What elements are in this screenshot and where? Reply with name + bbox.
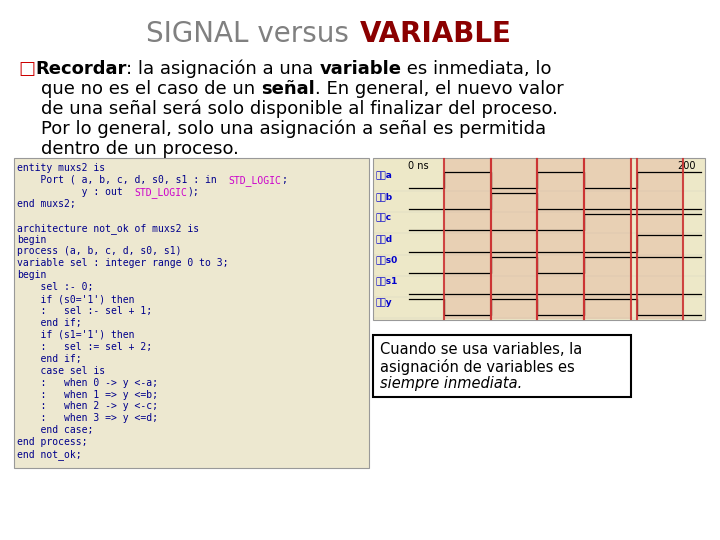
Text: architecture not_ok of muxs2 is: architecture not_ok of muxs2 is xyxy=(17,222,199,233)
Text: y : out: y : out xyxy=(17,187,135,197)
Text: ㏐㏐a: ㏐㏐a xyxy=(375,171,392,180)
Text: □: □ xyxy=(18,60,35,78)
Text: STD_LOGIC: STD_LOGIC xyxy=(228,175,282,186)
Text: :   when 0 -> y <-a;: : when 0 -> y <-a; xyxy=(17,377,158,388)
Text: if (s0='1') then: if (s0='1') then xyxy=(17,294,135,304)
Text: es inmediata, lo: es inmediata, lo xyxy=(401,60,552,78)
Text: if (s1='1') then: if (s1='1') then xyxy=(17,330,135,340)
Text: :   sel := sel + 2;: : sel := sel + 2; xyxy=(17,342,152,352)
Text: Recordar: Recordar xyxy=(35,60,127,78)
Bar xyxy=(444,159,491,319)
Text: ㏐㏐y: ㏐㏐y xyxy=(375,298,392,307)
Text: :   when 1 => y <=b;: : when 1 => y <=b; xyxy=(17,389,158,400)
Text: siempre inmediata.: siempre inmediata. xyxy=(380,376,522,391)
Bar xyxy=(14,158,369,468)
Text: señal: señal xyxy=(261,80,315,98)
Text: Cuando se usa variables, la: Cuando se usa variables, la xyxy=(380,342,582,357)
Text: ㏐㏐b: ㏐㏐b xyxy=(375,192,392,201)
Text: case sel is: case sel is xyxy=(17,366,105,376)
Text: 0 ns: 0 ns xyxy=(408,161,428,171)
Text: variable sel : integer range 0 to 3;: variable sel : integer range 0 to 3; xyxy=(17,258,228,268)
Text: begin: begin xyxy=(17,271,46,280)
Bar xyxy=(373,158,705,320)
Text: ㏐㏐c: ㏐㏐c xyxy=(375,213,391,222)
Text: que no es el caso de un: que no es el caso de un xyxy=(18,80,261,98)
Text: end muxs2;: end muxs2; xyxy=(17,199,76,209)
Text: :   sel :- sel + 1;: : sel :- sel + 1; xyxy=(17,306,152,316)
Text: end not_ok;: end not_ok; xyxy=(17,449,81,460)
Text: dentro de un proceso.: dentro de un proceso. xyxy=(18,140,239,158)
Text: :   when 3 => y <=d;: : when 3 => y <=d; xyxy=(17,414,158,423)
Text: 200: 200 xyxy=(677,161,696,171)
Bar xyxy=(636,159,683,319)
Text: asignación de variables es: asignación de variables es xyxy=(380,359,575,375)
Text: end process;: end process; xyxy=(17,437,88,447)
Bar xyxy=(584,159,631,319)
Text: begin: begin xyxy=(17,234,46,245)
Text: . En general, el nuevo valor: . En general, el nuevo valor xyxy=(315,80,563,98)
Text: Por lo general, solo una asignación a señal es permitida: Por lo general, solo una asignación a se… xyxy=(18,120,546,138)
Text: end if;: end if; xyxy=(17,318,81,328)
Text: ㏐㏐s1: ㏐㏐s1 xyxy=(375,276,397,286)
Text: variable: variable xyxy=(320,60,401,78)
Text: : la asignación a una: : la asignación a una xyxy=(127,60,320,78)
Text: );: ); xyxy=(187,187,199,197)
Text: end if;: end if; xyxy=(17,354,81,364)
Bar xyxy=(491,159,537,319)
Text: :   when 2 -> y <-c;: : when 2 -> y <-c; xyxy=(17,401,158,411)
Text: ㏐㏐d: ㏐㏐d xyxy=(375,234,392,244)
Text: Port ( a, b, c, d, s0, s1 : in: Port ( a, b, c, d, s0, s1 : in xyxy=(17,175,228,185)
Text: STD_LOGIC: STD_LOGIC xyxy=(135,187,187,198)
Text: ;: ; xyxy=(282,175,287,185)
Bar xyxy=(537,159,584,319)
Text: entity muxs2 is: entity muxs2 is xyxy=(17,163,105,173)
Text: process (a, b, c, d, s0, s1): process (a, b, c, d, s0, s1) xyxy=(17,246,181,256)
Text: VARIABLE: VARIABLE xyxy=(360,20,512,48)
Text: de una señal será solo disponible al finalizar del proceso.: de una señal será solo disponible al fin… xyxy=(18,100,558,118)
Text: end case;: end case; xyxy=(17,426,94,435)
Bar xyxy=(373,335,631,397)
Text: ㏐㏐s0: ㏐㏐s0 xyxy=(375,255,397,265)
Text: sel :- 0;: sel :- 0; xyxy=(17,282,94,292)
Text: SIGNAL versus: SIGNAL versus xyxy=(146,20,358,48)
